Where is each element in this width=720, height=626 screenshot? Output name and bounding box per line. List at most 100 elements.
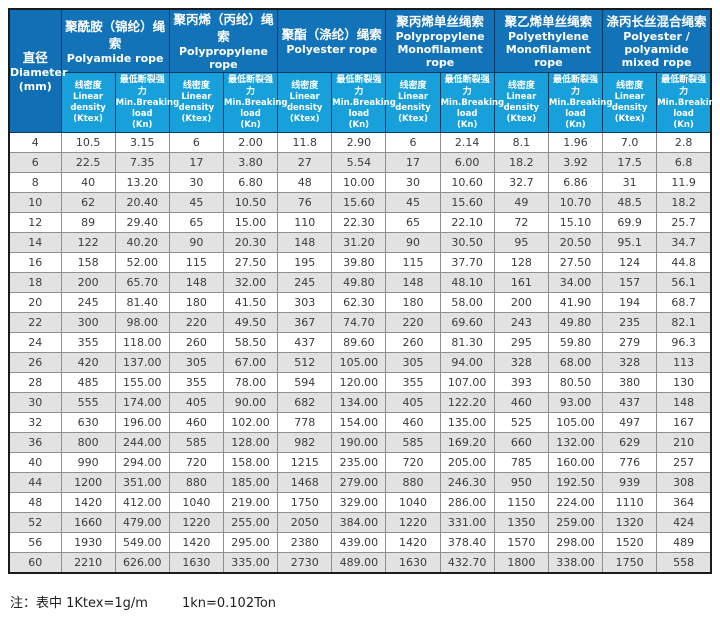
table-row: 30 555 174.00 405 90.00 682 134.00 405 122.20 460… [8, 392, 712, 413]
value-cell: 115 [168, 252, 224, 273]
value-cell: 122 [60, 232, 116, 253]
value-cell: 384.00 [331, 512, 387, 533]
value-cell: 257 [656, 452, 712, 473]
value-cell: 224.00 [547, 492, 604, 513]
value-cell: 25.7 [656, 212, 712, 233]
value-cell: 130 [656, 372, 712, 393]
value-cell: 2.8 [656, 132, 712, 153]
value-cell: 1420 [168, 532, 224, 553]
value-cell: 594 [277, 372, 333, 393]
table-body: 4 10.5 3.15 6 2.00 11.8 2.90 6 2.14 8.1 1.96 7.0 2.8… [8, 132, 712, 573]
value-cell: 78.00 [222, 372, 279, 393]
table-row: 20 245 81.40 180 41.50 303 62.30 180 58.00 200 41.… [8, 292, 712, 313]
value-cell: 62 [60, 192, 116, 213]
value-cell: 245 [60, 292, 116, 313]
value-cell: 148 [168, 272, 224, 293]
value-cell: 2.14 [439, 132, 495, 153]
table-row: 18 200 65.70 148 32.00 245 49.80 148 48.10 161 34.… [8, 272, 712, 293]
value-cell: 113 [656, 352, 712, 373]
value-cell: 1660 [60, 512, 116, 533]
value-cell: 110 [277, 212, 333, 233]
value-cell: 65.70 [114, 272, 170, 293]
breaking-load-header-4: 最低断裂强力 Min.Breaking load (Kn) [547, 72, 612, 133]
value-cell: 424 [656, 512, 712, 533]
value-cell: 81.30 [439, 332, 495, 353]
value-cell: 81.40 [114, 292, 170, 313]
value-cell: 460 [385, 412, 441, 433]
value-cell: 58.00 [439, 292, 495, 313]
value-cell: 460 [168, 412, 224, 433]
value-cell: 525 [493, 412, 549, 433]
value-cell: 298.00 [547, 532, 604, 553]
linear-density-header-3: 线密度 Linear density (Ktex) [385, 72, 441, 133]
value-cell: 2380 [277, 532, 333, 553]
diameter-cell: 44 [8, 472, 62, 493]
table-row: 6 22.5 7.35 17 3.80 27 5.54 17 6.00 18.2 3.92 17.5 6… [8, 152, 712, 173]
value-cell: 405 [168, 392, 224, 413]
value-cell: 194 [602, 292, 658, 313]
diameter-cell: 52 [8, 512, 62, 533]
table-row: 28 485 155.00 355 78.00 594 120.00 355 107.00 393… [8, 372, 712, 393]
table-row: 10 62 20.40 45 10.50 76 15.60 45 15.60 49 10.70 48.… [8, 192, 712, 213]
value-cell: 190.00 [331, 432, 387, 453]
value-cell: 220 [168, 312, 224, 333]
footnote-ktex: 注：表中 1Ktex=1g/m [10, 596, 148, 611]
value-cell: 174.00 [114, 392, 170, 413]
value-cell: 45 [385, 192, 441, 213]
value-cell: 412.00 [114, 492, 170, 513]
value-cell: 148 [385, 272, 441, 293]
value-cell: 260 [168, 332, 224, 353]
value-cell: 41.90 [547, 292, 604, 313]
breaking-load-header-0: 最低断裂强力 Min.Breaking load (Kn) [114, 72, 179, 133]
value-cell: 49 [493, 192, 549, 213]
value-cell: 778 [277, 412, 333, 433]
value-cell: 105.00 [547, 412, 604, 433]
value-cell: 378.40 [439, 532, 495, 553]
table-row: 12 89 29.40 65 15.00 110 22.30 65 22.10 72 15.10 69… [8, 212, 712, 233]
value-cell: 630 [60, 412, 116, 433]
value-cell: 432.70 [439, 552, 495, 573]
value-cell: 120.00 [331, 372, 387, 393]
table-row: 14 122 40.20 90 20.30 148 31.20 90 30.50 95 20.50 9… [8, 232, 712, 253]
value-cell: 682 [277, 392, 333, 413]
value-cell: 48.10 [439, 272, 495, 293]
breaking-load-header-5: 最低断裂强力 Min.Breaking load (Kn) [656, 72, 720, 133]
value-cell: 30 [385, 172, 441, 193]
diameter-cell: 30 [8, 392, 62, 413]
value-cell: 982 [277, 432, 333, 453]
value-cell: 785 [493, 452, 549, 473]
value-cell: 1040 [168, 492, 224, 513]
value-cell: 460 [493, 392, 549, 413]
value-cell: 328 [602, 352, 658, 373]
value-cell: 200 [60, 272, 116, 293]
value-cell: 1520 [602, 532, 658, 553]
value-cell: 67.00 [222, 352, 279, 373]
value-cell: 15.60 [331, 192, 387, 213]
value-cell: 6.8 [656, 152, 712, 173]
value-cell: 80.50 [547, 372, 604, 393]
value-cell: 210 [656, 432, 712, 453]
value-cell: 235.00 [331, 452, 387, 473]
value-cell: 479.00 [114, 512, 170, 533]
value-cell: 74.70 [331, 312, 387, 333]
table-row: 16 158 52.00 115 27.50 195 39.80 115 37.70 128 27.… [8, 252, 712, 273]
diameter-cell: 16 [8, 252, 62, 273]
value-cell: 105.00 [331, 352, 387, 373]
rope-type-header-row: 直径 Diameter (mm) 聚酰胺（锦纶）绳索 Polyamide rope 聚丙烯… [8, 8, 712, 133]
value-cell: 76 [277, 192, 333, 213]
value-cell: 192.50 [547, 472, 604, 493]
value-cell: 128 [493, 252, 549, 273]
value-cell: 380 [602, 372, 658, 393]
value-cell: 30.50 [439, 232, 495, 253]
value-cell: 52.00 [114, 252, 170, 273]
value-cell: 244.00 [114, 432, 170, 453]
value-cell: 1630 [168, 552, 224, 573]
diameter-cell: 26 [8, 352, 62, 373]
value-cell: 200 [493, 292, 549, 313]
value-cell: 27.50 [547, 252, 604, 273]
value-cell: 3.80 [222, 152, 279, 173]
value-cell: 328 [493, 352, 549, 373]
value-cell: 1630 [385, 552, 441, 573]
value-cell: 107.00 [439, 372, 495, 393]
